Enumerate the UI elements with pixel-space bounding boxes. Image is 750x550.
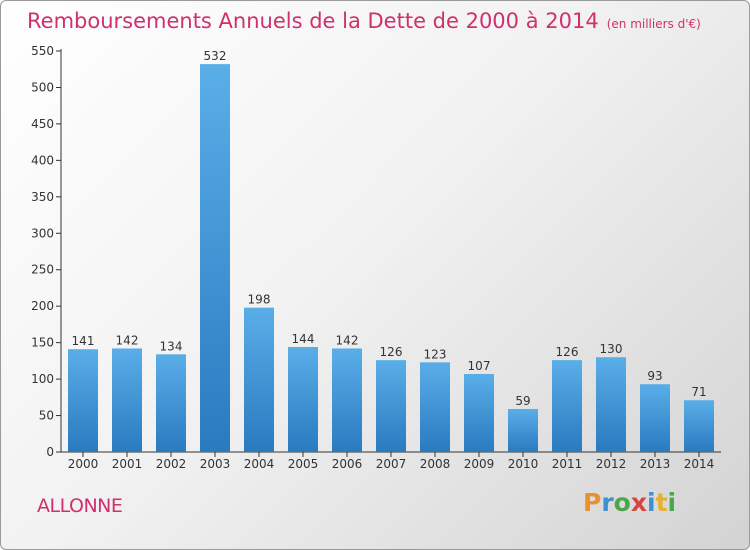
chart-title: Remboursements Annuels de la Dette de 20… bbox=[27, 9, 701, 33]
bar-2005 bbox=[288, 347, 318, 452]
value-label-2007: 126 bbox=[380, 345, 403, 359]
x-tick-label-2009: 2009 bbox=[464, 457, 495, 471]
value-label-2000: 141 bbox=[72, 334, 95, 348]
x-tick-label-2002: 2002 bbox=[156, 457, 187, 471]
chart-axes: 0 50 100 150 200 250 300 350 400 450 500 550 bbox=[31, 44, 721, 459]
bar-2000 bbox=[68, 349, 98, 452]
x-tick-label-2013: 2013 bbox=[640, 457, 671, 471]
y-tick-label: 400 bbox=[31, 153, 54, 167]
bar-2004 bbox=[244, 307, 274, 452]
proxiti-logo: Proxiti bbox=[583, 488, 677, 517]
bar-2008 bbox=[420, 362, 450, 452]
value-label-2005: 144 bbox=[292, 332, 315, 346]
chart-unit: (en milliers d'€) bbox=[606, 17, 701, 31]
y-tick-label: 100 bbox=[31, 372, 54, 386]
y-tick-label: 0 bbox=[46, 445, 54, 459]
town-name: ALLONNE bbox=[37, 495, 123, 517]
x-tick-label-2011: 2011 bbox=[552, 457, 583, 471]
bar-2009 bbox=[464, 373, 494, 452]
value-label-2006: 142 bbox=[336, 333, 359, 347]
value-label-2001: 142 bbox=[116, 333, 139, 347]
bar-2003 bbox=[200, 64, 230, 452]
bar-2002 bbox=[156, 354, 186, 452]
x-tick-label-2008: 2008 bbox=[420, 457, 451, 471]
y-tick-label: 550 bbox=[31, 44, 54, 58]
y-tick-label: 200 bbox=[31, 299, 54, 313]
bar-2013 bbox=[640, 384, 670, 452]
bar-2001 bbox=[112, 348, 142, 452]
y-tick-label: 150 bbox=[31, 336, 54, 350]
x-tick-label-2007: 2007 bbox=[376, 457, 407, 471]
chart-title-text: Remboursements Annuels de la Dette de 20… bbox=[27, 9, 599, 33]
value-label-2003: 532 bbox=[204, 49, 227, 63]
y-tick-label: 250 bbox=[31, 263, 54, 277]
x-tick-label-2001: 2001 bbox=[112, 457, 143, 471]
value-label-2004: 198 bbox=[248, 293, 271, 307]
y-tick-label: 500 bbox=[31, 80, 54, 94]
x-tick-label-2012: 2012 bbox=[596, 457, 627, 471]
value-label-2014: 71 bbox=[691, 385, 706, 399]
bar-2014 bbox=[684, 400, 714, 452]
value-label-2013: 93 bbox=[647, 369, 662, 383]
x-tick-label-2003: 2003 bbox=[200, 457, 231, 471]
x-tick-label-2014: 2014 bbox=[684, 457, 715, 471]
chart-bars bbox=[68, 64, 714, 452]
bar-2007 bbox=[376, 360, 406, 452]
value-label-2012: 130 bbox=[600, 342, 623, 356]
x-tick-label-2010: 2010 bbox=[508, 457, 539, 471]
bar-2006 bbox=[332, 348, 362, 452]
x-tick-label-2005: 2005 bbox=[288, 457, 319, 471]
bar-2011 bbox=[552, 360, 582, 452]
x-tick-label-2000: 2000 bbox=[68, 457, 99, 471]
x-tick-label-2004: 2004 bbox=[244, 457, 275, 471]
chart-labels: 141 2000 142 2001 134 2002 532 2003 198 2004 144 20… bbox=[68, 49, 715, 471]
y-tick-label: 50 bbox=[39, 409, 54, 423]
value-label-2010: 59 bbox=[515, 394, 530, 408]
value-label-2008: 123 bbox=[424, 347, 447, 361]
y-tick-label: 350 bbox=[31, 190, 54, 204]
x-tick-label-2006: 2006 bbox=[332, 457, 363, 471]
y-tick-label: 450 bbox=[31, 117, 54, 131]
value-label-2011: 126 bbox=[556, 345, 579, 359]
value-label-2009: 107 bbox=[468, 359, 491, 373]
value-label-2002: 134 bbox=[160, 339, 183, 353]
y-tick-label: 300 bbox=[31, 226, 54, 240]
bar-2010 bbox=[508, 408, 538, 452]
bar-2012 bbox=[596, 357, 626, 452]
